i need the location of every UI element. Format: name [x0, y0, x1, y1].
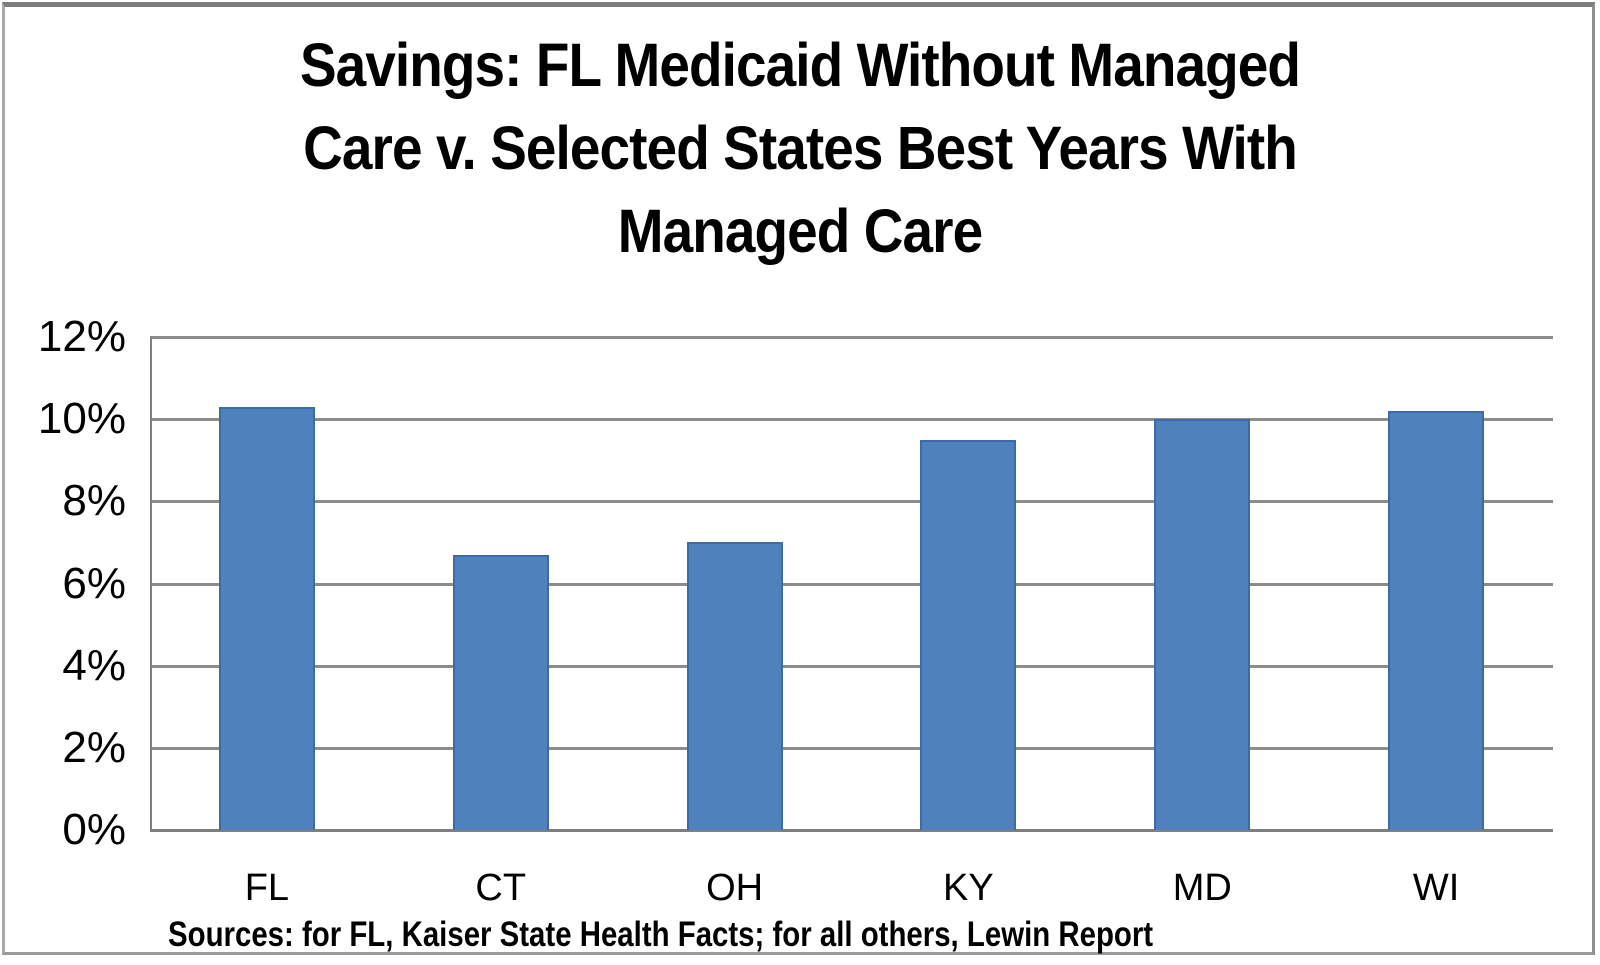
bar-WI — [1388, 410, 1485, 830]
x-axis-line — [150, 829, 1553, 832]
bar-KY — [920, 439, 1017, 830]
y-axis-line — [150, 337, 152, 832]
y-tick-label-4%: 4% — [62, 640, 126, 690]
gridline-4% — [150, 664, 1553, 668]
y-tick-label-0%: 0% — [62, 805, 126, 854]
y-tick-label-12%: 12% — [37, 312, 126, 361]
gridline-10% — [150, 418, 1553, 422]
plot-area — [150, 336, 1553, 832]
x-tick-label-CT: CT — [475, 867, 527, 909]
bar-MD — [1154, 419, 1251, 830]
chart-title: Savings: FL Medicaid Without Managed Car… — [0, 24, 1600, 273]
x-tick-label-MD: MD — [1172, 867, 1232, 909]
bar-OH — [686, 542, 783, 830]
y-tick-label-10%: 10% — [37, 394, 126, 444]
x-tick-label-KY: KY — [943, 867, 994, 909]
gridline-6% — [150, 582, 1553, 586]
source-note: Sources: for FL, Kaiser State Health Fac… — [168, 915, 1154, 954]
y-tick-label-6%: 6% — [62, 558, 126, 608]
y-tick-label-8%: 8% — [62, 476, 126, 526]
x-tick-label-WI: WI — [1412, 867, 1460, 909]
x-tick-label-OH: OH — [706, 867, 764, 909]
bar-CT — [452, 554, 549, 830]
gridline-12% — [150, 336, 1553, 339]
y-tick-label-2%: 2% — [62, 722, 126, 772]
chart-title-line-2: Care v. Selected States Best Years With — [303, 114, 1298, 182]
bar-FL — [218, 406, 315, 830]
x-tick-label-FL: FL — [244, 867, 290, 909]
gridline-8% — [150, 500, 1553, 504]
gridline-2% — [150, 746, 1553, 750]
chart-title-line-3: Managed Care — [617, 197, 983, 265]
chart-title-line-1: Savings: FL Medicaid Without Managed — [299, 31, 1301, 99]
